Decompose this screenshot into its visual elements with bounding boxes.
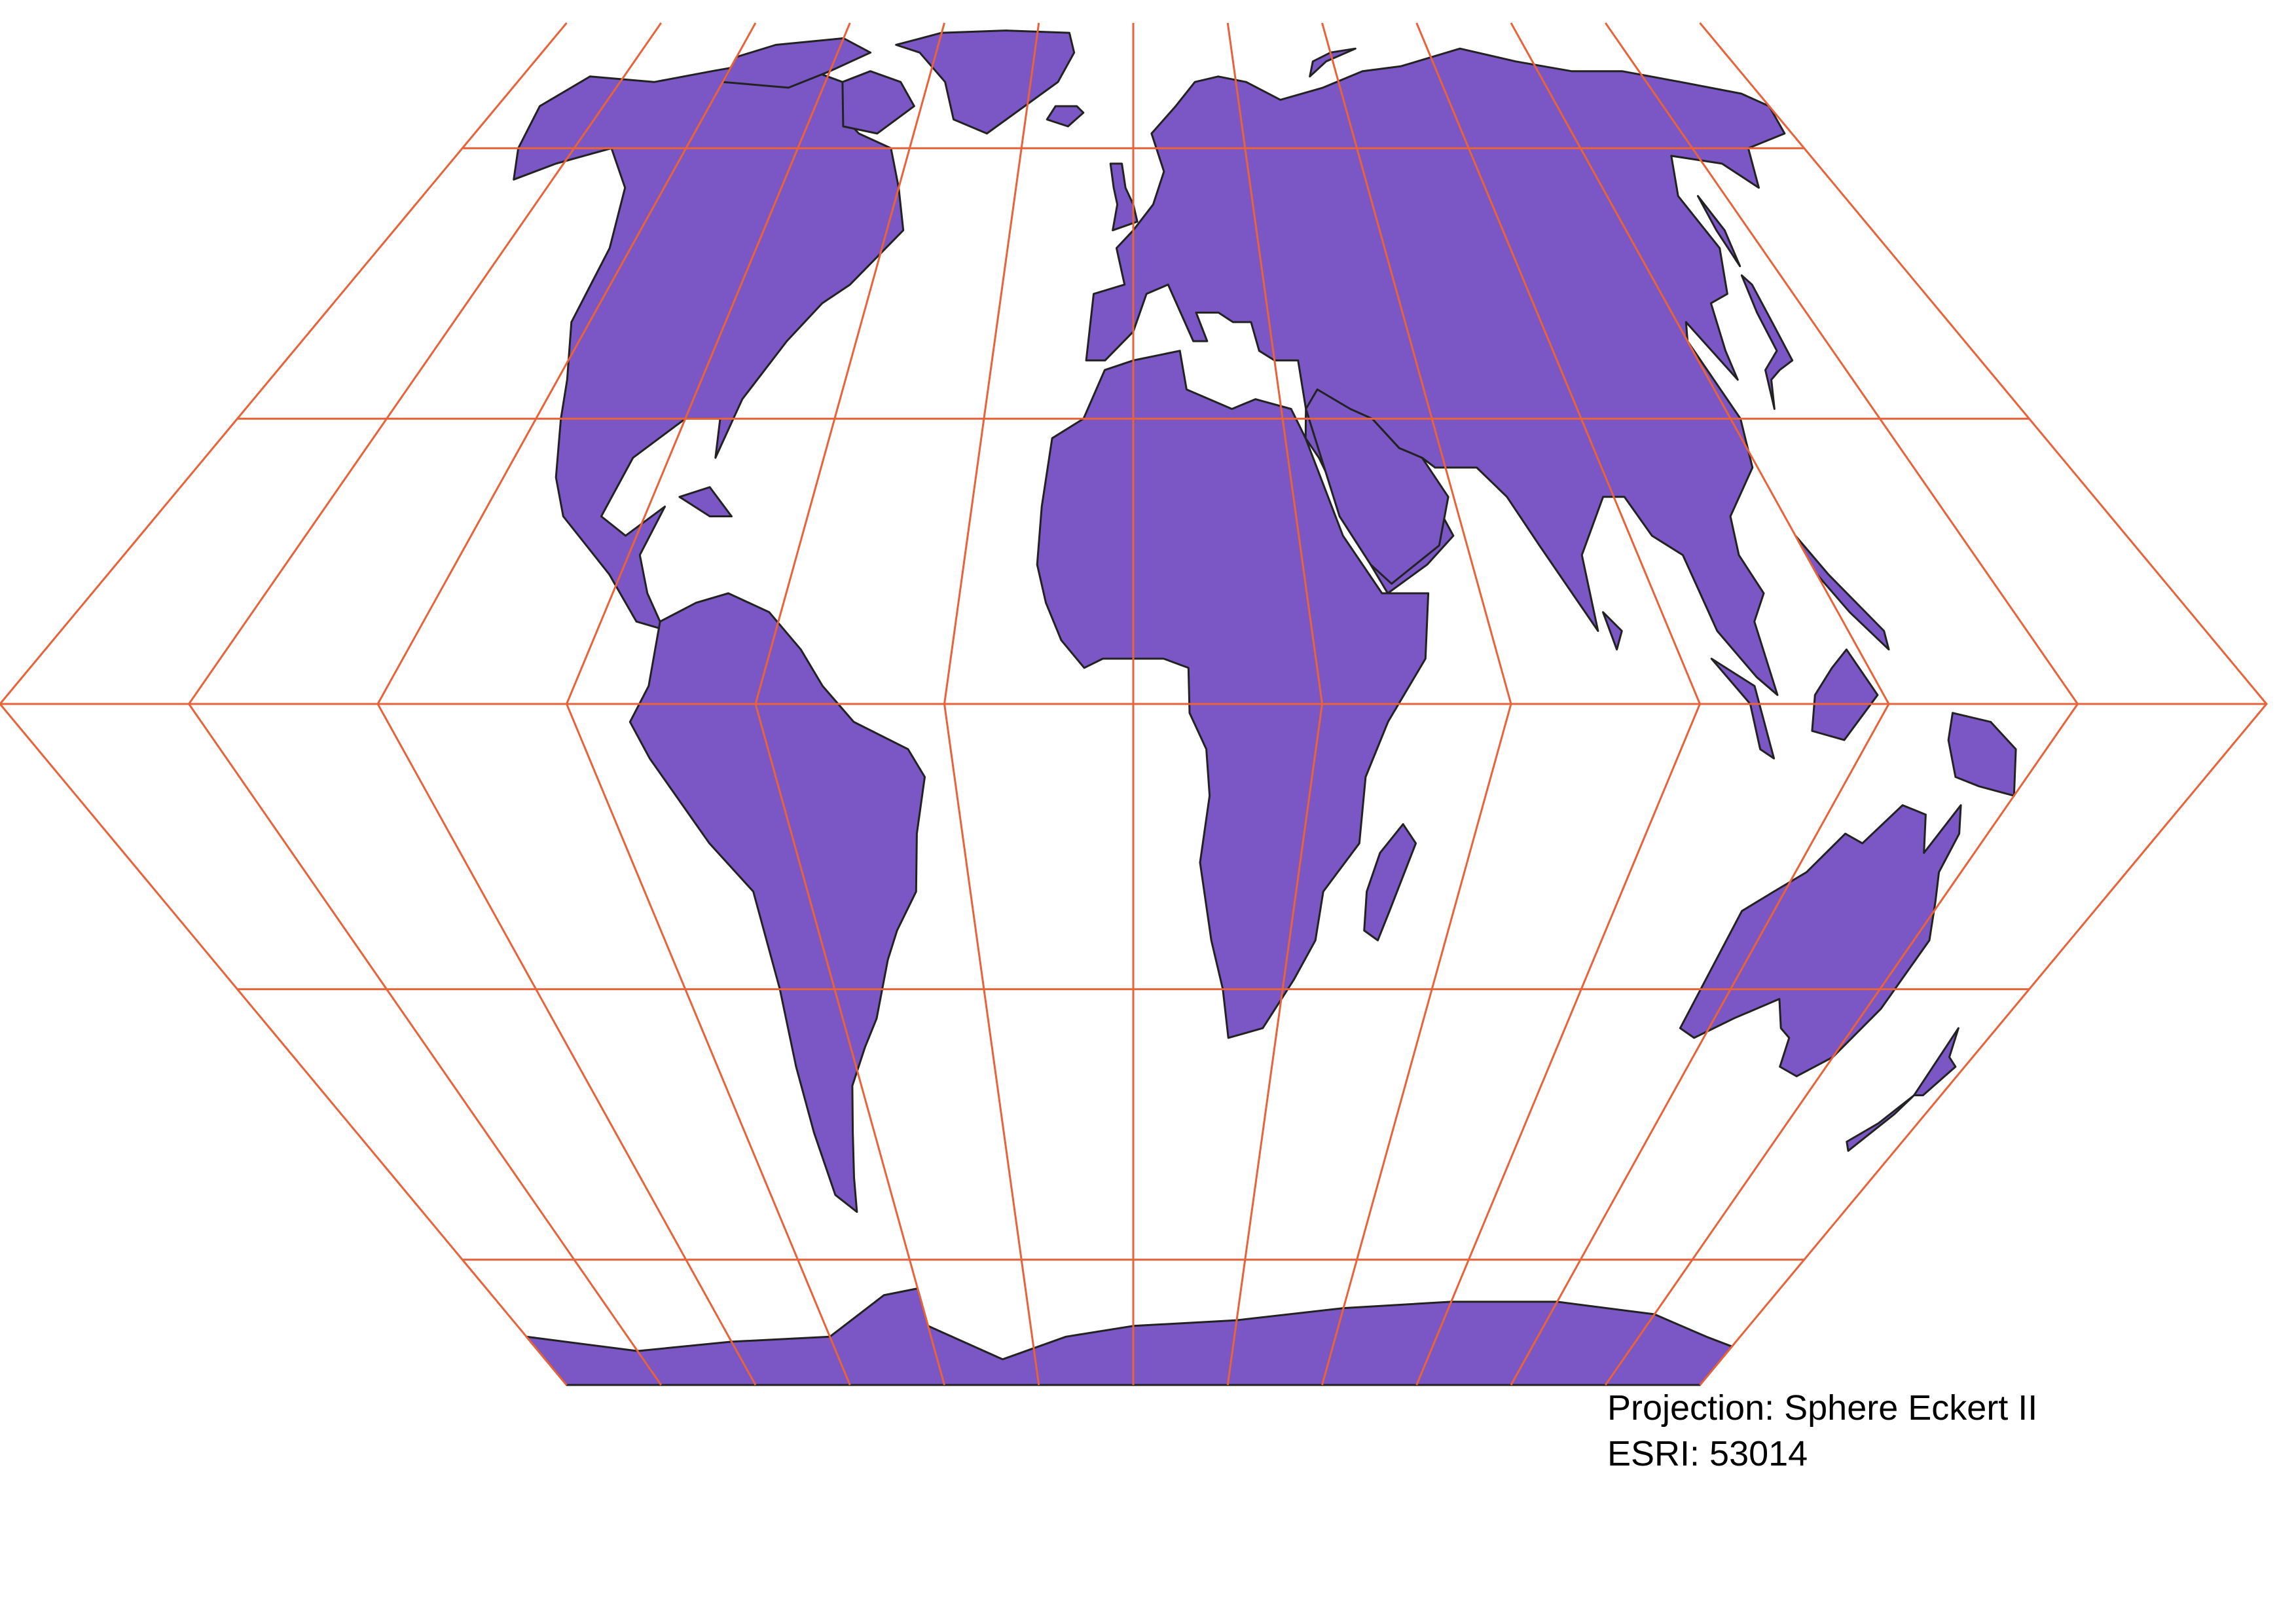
meridian-line xyxy=(754,22,945,1386)
land-sri-lanka xyxy=(1602,611,1623,651)
land-baffin xyxy=(841,70,915,135)
land-antarctica xyxy=(525,1287,1733,1386)
meridian-line xyxy=(1605,22,2079,1386)
land-svalbard-nz xyxy=(1309,47,1357,78)
meridian-line xyxy=(943,22,1040,1386)
land-arctic-islands xyxy=(721,37,872,89)
graticule xyxy=(0,22,2268,1386)
projection-caption: Projection: Sphere Eckert II ESRI: 53014 xyxy=(1607,1385,2037,1477)
projection-code: ESRI: 53014 xyxy=(1607,1434,1808,1473)
land-sakhalin xyxy=(1696,194,1741,267)
meridian-line xyxy=(1699,22,2268,1386)
land-indonesia-sumatra xyxy=(1710,657,1776,760)
land-north-america xyxy=(513,60,905,632)
land-arabia-filler xyxy=(1305,388,1449,585)
land-uk xyxy=(1109,162,1139,232)
land-africa xyxy=(1036,350,1430,1039)
landmasses xyxy=(513,29,2017,1386)
land-australia xyxy=(1679,804,1962,1078)
projection-name: Projection: Sphere Eckert II xyxy=(1607,1388,2038,1428)
land-philippines xyxy=(1795,534,1890,651)
meridian-line xyxy=(1226,22,1324,1386)
land-iceland xyxy=(1046,105,1085,128)
land-new-zealand xyxy=(1913,1027,1959,1097)
meridian-line xyxy=(376,22,757,1386)
land-greenland xyxy=(895,29,1076,135)
meridian-line xyxy=(187,22,662,1386)
land-japan xyxy=(1740,274,1794,410)
land-new-zealand-south xyxy=(1846,1094,1916,1152)
land-cuba xyxy=(678,486,733,517)
meridian-line xyxy=(1415,22,1702,1386)
land-indonesia-borneo xyxy=(1811,648,1879,741)
meridian-line xyxy=(0,22,568,1386)
meridian-line xyxy=(565,22,851,1386)
land-new-guinea xyxy=(1947,712,2017,797)
land-eurasia xyxy=(1085,47,1786,696)
meridian-line xyxy=(1510,22,1890,1386)
land-south-america xyxy=(629,592,926,1213)
land-madagascar xyxy=(1363,823,1417,942)
meridian-line xyxy=(1321,22,1512,1386)
